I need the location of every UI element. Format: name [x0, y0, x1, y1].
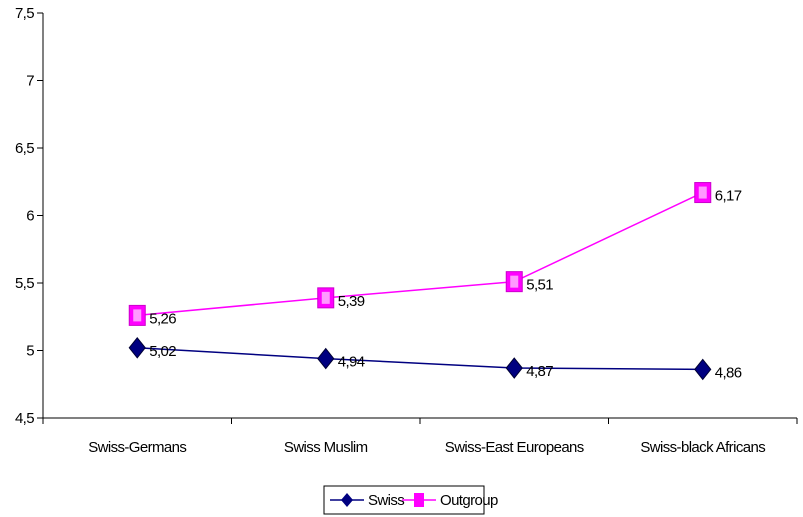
y-tick-label: 5 — [26, 343, 34, 360]
data-label: 4,94 — [338, 354, 365, 371]
data-point — [505, 357, 523, 379]
x-tick-label: Swiss-East Europeans — [445, 439, 584, 456]
data-point-highlight — [698, 186, 707, 199]
x-tick-label: Swiss Muslim — [284, 439, 368, 456]
data-point — [128, 336, 146, 359]
data-label: 4,87 — [526, 363, 553, 380]
data-label: 4,86 — [715, 364, 742, 381]
axes: 4,5 5 5,5 6 6,5 7 7,5 Swiss-Germans Swiss Muslim… — [15, 5, 798, 456]
x-tick-label: Swiss-Germans — [88, 439, 186, 456]
legend-label: Outgroup — [440, 492, 498, 509]
series-layer: 5,02 4,94 4,87 4,86 5,26 5,39 5,51 6,17 — [128, 182, 742, 381]
legend-entry-swiss: Swiss — [330, 492, 405, 509]
y-tick-label: 6 — [26, 208, 34, 225]
legend-marker — [341, 493, 353, 507]
y-tick-label: 4,5 — [15, 410, 34, 427]
y-tick-label: 5,5 — [15, 275, 34, 292]
series-swiss: 5,02 4,94 4,87 4,86 — [128, 336, 742, 381]
legend: Swiss Outgroup — [323, 485, 499, 515]
data-point — [317, 347, 335, 370]
data-point-highlight — [321, 291, 330, 304]
legend-label: Swiss — [368, 492, 404, 509]
data-label: 5,26 — [149, 310, 176, 327]
data-label: 5,51 — [526, 277, 553, 294]
legend-entry-outgroup: Outgroup — [402, 492, 499, 509]
x-tick-label: Swiss-black Africans — [640, 439, 765, 456]
y-tick-label: 7,5 — [15, 5, 34, 22]
data-point — [694, 358, 712, 381]
data-label: 5,39 — [338, 293, 365, 310]
data-point-highlight — [510, 275, 519, 288]
data-label: 6,17 — [715, 188, 742, 205]
series-line — [137, 347, 703, 371]
y-tick-label: 6,5 — [15, 140, 34, 157]
data-point-highlight — [133, 309, 142, 322]
legend-marker — [414, 493, 424, 507]
series-line — [137, 191, 704, 317]
data-label: 5,02 — [149, 343, 176, 360]
series-outgroup: 5,26 5,39 5,51 6,17 — [128, 182, 742, 327]
y-tick-label: 7 — [26, 73, 34, 90]
